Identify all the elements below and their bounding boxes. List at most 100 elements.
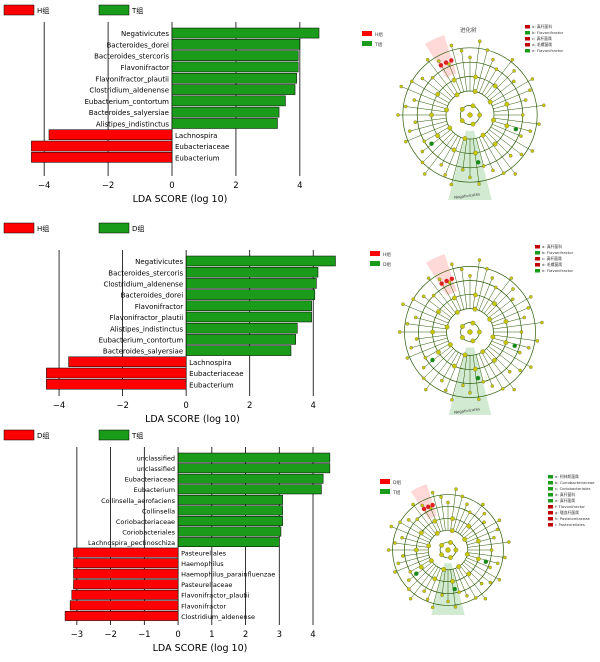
x-axis-label: LDA SCORE (log 10) [133, 194, 228, 205]
clado-leaf-node [422, 589, 426, 593]
clado-leaf-node [431, 293, 436, 298]
clado-leaf-node [406, 518, 411, 522]
clado-branch [452, 569, 460, 593]
clado-leaf-node [403, 139, 408, 144]
clado-inner-node [473, 292, 478, 298]
bar [46, 367, 187, 379]
clado-branch [478, 353, 493, 387]
clade-label: Negativicutes [454, 406, 481, 415]
bar-label: Eubacteriaceae [125, 476, 175, 484]
bar [71, 589, 179, 600]
clado-leaf-node [421, 365, 426, 370]
clado-red-node [421, 506, 427, 512]
clado-inner-node [451, 147, 457, 153]
clado-leaf-node [497, 518, 502, 523]
taxa-legend-swatch [525, 31, 530, 35]
clado-leaf-node [421, 376, 426, 381]
bar [185, 345, 292, 356]
bar [171, 61, 299, 73]
clado-leaf-node [535, 339, 540, 343]
clado-leaf-node [405, 356, 410, 360]
bar-label: Eubacterium [189, 381, 234, 389]
bar [171, 50, 299, 61]
clado-inner-node [455, 309, 460, 315]
bar [171, 118, 278, 129]
lda-bar-chart-1: H组 T组 Negativicutes Bacteroides_dorei Bacter… [3, 4, 320, 205]
clado-leaf-node [482, 511, 487, 516]
clado-branch [481, 69, 497, 95]
clado-leaf-node [461, 383, 465, 388]
bar-label: Flavonifractor_plautii [109, 314, 183, 322]
clado-legend-label: D组 [393, 479, 401, 486]
clade-shade-red [424, 35, 457, 78]
bar [31, 140, 173, 152]
clado-branch [484, 59, 513, 97]
bar-label: Bacteroides_salyersiae [103, 348, 183, 356]
taxa-legend-swatch [548, 499, 553, 503]
clado-branch [432, 77, 454, 99]
tick-label: 4 [310, 630, 315, 640]
legend-label: T组 [131, 431, 143, 440]
taxa-legend-label: e: Flavonifractor [532, 48, 564, 53]
clado-inner-node [473, 150, 478, 156]
clado-leaf-node [495, 561, 500, 566]
bar-label: Haemophilus [181, 560, 224, 568]
clado-leaf-node [519, 152, 524, 157]
clado-branch [475, 268, 488, 310]
clado-leaf-node [443, 173, 447, 177]
clado-branch [490, 343, 531, 368]
clado-branch [478, 277, 493, 311]
clado-leaf-node [414, 337, 419, 341]
clado-inner-node [503, 319, 509, 324]
clado-root-node [467, 329, 473, 335]
clado-branch [492, 123, 522, 137]
clado-branch [452, 496, 463, 531]
clado-green-node [452, 586, 457, 592]
bar [177, 484, 322, 495]
taxa-legend-swatch [535, 251, 540, 255]
taxa-legend-label: d: 真杆菌科 [555, 492, 575, 497]
taxa-legend-swatch [525, 43, 530, 47]
clado-branch [486, 288, 514, 316]
clado-branch [493, 334, 538, 342]
clado-branch [450, 489, 457, 531]
legend-label: T组 [131, 6, 143, 15]
clado-root-node [445, 547, 451, 553]
taxa-legend-label: i: Pasteurellales [555, 522, 585, 527]
bar [171, 84, 296, 95]
clado-branch [467, 541, 509, 548]
clado-branch [488, 81, 514, 101]
bar [171, 39, 301, 50]
clado-green-node [475, 375, 481, 381]
bar [171, 95, 286, 107]
clado-green-node [483, 559, 489, 564]
clado-leaf-node [519, 134, 523, 138]
taxa-legend-swatch [535, 245, 540, 249]
clado-legend-label: T组 [392, 489, 401, 496]
clado-branch [401, 86, 448, 107]
clado-green-node [430, 357, 435, 363]
clado-leaf-node [530, 149, 535, 153]
clado-branch [455, 568, 468, 596]
clado-branch [457, 567, 476, 599]
clado-leaf-node [393, 541, 397, 545]
taxa-legend-swatch [535, 263, 540, 267]
clado-inner-node [462, 352, 468, 358]
bar-label: unclassified [137, 455, 175, 463]
bar [177, 526, 282, 537]
clado-legend-label: T组 [374, 41, 383, 48]
clado-branch [451, 264, 465, 310]
clado-leaf-node [503, 555, 507, 560]
clado-leaf-node [430, 75, 435, 80]
clado-leaf-node [420, 503, 425, 508]
clado-leaf-node [460, 267, 464, 272]
clado-leaf-node [509, 276, 514, 280]
clado-leaf-node [518, 368, 522, 373]
clado-leaf-node [493, 285, 498, 290]
bar-label: Alistipes_indistinctus [96, 121, 169, 129]
clado-leaf-node [465, 502, 469, 507]
clado-inner-node [464, 551, 470, 557]
bar-label: Negativicutes [121, 30, 169, 38]
clado-leaf-node [414, 315, 418, 320]
clado-leaf-node [468, 510, 472, 515]
